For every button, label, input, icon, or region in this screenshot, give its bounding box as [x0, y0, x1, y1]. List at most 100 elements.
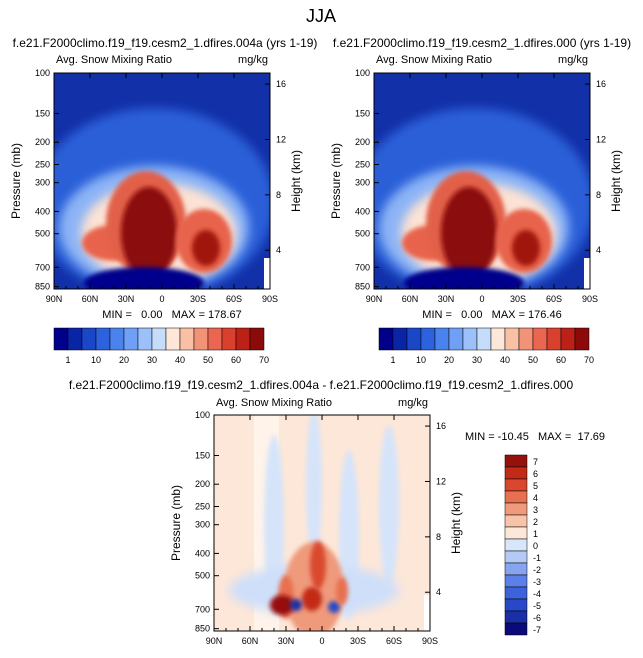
colorbar-swatch	[504, 562, 528, 576]
colorbar-swatch	[504, 526, 528, 540]
y-tick-label: 850	[195, 624, 210, 634]
y-tick-label: 250	[35, 159, 50, 169]
colorbar-swatch	[151, 327, 167, 351]
field-max-center	[121, 187, 177, 279]
panel-difference-field	[214, 415, 430, 631]
panel-left-variable: Avg. Snow Mixing Ratio	[56, 54, 172, 66]
colorbar-label: -5	[533, 601, 541, 611]
colorbar-swatch	[504, 327, 520, 351]
colorbar-label: 6	[533, 469, 538, 479]
field-pos-center-core	[310, 541, 326, 589]
colorbar-swatch	[504, 610, 528, 624]
colorbar-swatch	[434, 327, 450, 351]
field-surface-mask	[264, 258, 270, 289]
colorbar-label: 70	[584, 355, 594, 365]
y-tick-label: 250	[195, 501, 210, 511]
colorbar-swatch	[574, 327, 590, 351]
colorbar-swatch	[420, 327, 436, 351]
field-surface-low	[404, 267, 524, 289]
colorbar-swatch	[560, 327, 576, 351]
y2-axis-title: Height (km)	[449, 492, 463, 554]
colorbar-swatch	[123, 327, 139, 351]
colorbar-swatch	[504, 598, 528, 612]
x-tick-label: 60S	[546, 294, 562, 304]
y-axis-title: Pressure (mb)	[169, 485, 183, 561]
colorbar-label: -2	[533, 565, 541, 575]
colorbar-label: 70	[259, 355, 269, 365]
x-tick-label: 30S	[190, 294, 206, 304]
x-tick-label: 90S	[582, 294, 598, 304]
panel-difference-stats: MIN = -10.45 MAX = 17.69	[465, 431, 605, 443]
colorbar-swatch	[249, 327, 265, 351]
colorbar-label: 1	[65, 355, 70, 365]
y-tick-label: 400	[195, 548, 210, 558]
y-tick-label: 500	[35, 229, 50, 239]
panel-difference-variable: Avg. Snow Mixing Ratio	[216, 397, 332, 409]
colorbar-swatch	[546, 327, 562, 351]
y-tick-label: 300	[355, 178, 370, 188]
colorbar-label: -1	[533, 553, 541, 563]
x-tick-label: 90N	[206, 636, 223, 646]
y-tick-label: 700	[195, 604, 210, 614]
field-pos-south-arm	[336, 577, 348, 605]
x-tick-label: 30N	[118, 294, 135, 304]
colorbar-difference: 7 6 5 4 3 2 1 0 -1 -2 -3 -4 -5 -6 -7	[504, 454, 541, 636]
colorbar-label: 5	[533, 481, 538, 491]
panel-difference: f.e21.F2000climo.f19_f19.cesm2_1.dfires.…	[69, 378, 573, 631]
colorbar-label: 30	[472, 355, 482, 365]
y2-tick-label: 12	[596, 134, 606, 144]
colorbar-label: 20	[119, 355, 129, 365]
colorbar-swatch	[504, 550, 528, 564]
x-tick-label: 30N	[278, 636, 295, 646]
colorbar-swatch	[504, 490, 528, 504]
x-tick-label: 90N	[366, 294, 383, 304]
panel-difference-axes: 90N 60N 30N 0 30S 60S 90S 100 150 200 250 300 400 500…	[169, 410, 463, 646]
x-tick-label: 0	[319, 636, 324, 646]
y-tick-label: 150	[355, 108, 370, 118]
y-tick-label: 850	[35, 282, 50, 292]
y-axis-title: Pressure (mb)	[9, 143, 23, 219]
axes-layer: 90N 60N 30N 0 30S 60S 90S100150200250300400500…	[9, 68, 623, 646]
y-tick-label: 500	[355, 229, 370, 239]
field-max-south	[512, 230, 540, 266]
colorbar-label: 50	[203, 355, 213, 365]
colorbar-swatch	[207, 327, 223, 351]
field-min-center	[290, 599, 302, 611]
field-max-south	[192, 230, 220, 266]
y-tick-label: 100	[355, 68, 370, 78]
panel-right-variable: Avg. Snow Mixing Ratio	[376, 54, 492, 66]
x-tick-label: 60S	[226, 294, 242, 304]
colorbar-swatch	[462, 327, 478, 351]
panel-left: f.e21.F2000climo.f19_f19.cesm2_1.dfires.…	[13, 36, 318, 289]
colorbar-label: 2	[533, 517, 538, 527]
colorbar-swatch	[221, 327, 237, 351]
colorbar-label: 60	[556, 355, 566, 365]
colorbar-swatch	[504, 574, 528, 588]
field-surface-mask	[584, 258, 590, 289]
colorbar-right: 1 10 20 30 40 50 60 70	[378, 327, 594, 365]
y-tick-label: 300	[35, 178, 50, 188]
y-tick-label: 400	[355, 206, 370, 216]
colorbar-label: -3	[533, 577, 541, 587]
x-tick-label: 60N	[402, 294, 419, 304]
panel-right-title: f.e21.F2000climo.f19_f19.cesm2_1.dfires.…	[333, 36, 631, 50]
y2-tick-label: 8	[436, 532, 441, 542]
colorbar-swatch	[504, 454, 528, 468]
colorbar-label: 1	[533, 529, 538, 539]
field-max-center	[302, 587, 322, 611]
y2-tick-label: 12	[276, 134, 286, 144]
colorbar-swatch	[109, 327, 125, 351]
panel-left-title: f.e21.F2000climo.f19_f19.cesm2_1.dfires.…	[13, 36, 318, 50]
y-tick-label: 400	[35, 206, 50, 216]
colorbar-label: 10	[416, 355, 426, 365]
y2-tick-label: 12	[436, 476, 446, 486]
x-tick-label: 0	[479, 294, 484, 304]
y-axis-title: Pressure (mb)	[329, 143, 343, 219]
colorbar-swatch	[504, 502, 528, 516]
x-tick-label: 30S	[510, 294, 526, 304]
panel-left-axes: 90N 60N 30N 0 30S 60S 90S 100 150 200 250 300 400 500…	[9, 68, 303, 304]
field-surface-low	[84, 267, 204, 289]
y-tick-label: 700	[355, 262, 370, 272]
y-tick-label: 700	[35, 262, 50, 272]
